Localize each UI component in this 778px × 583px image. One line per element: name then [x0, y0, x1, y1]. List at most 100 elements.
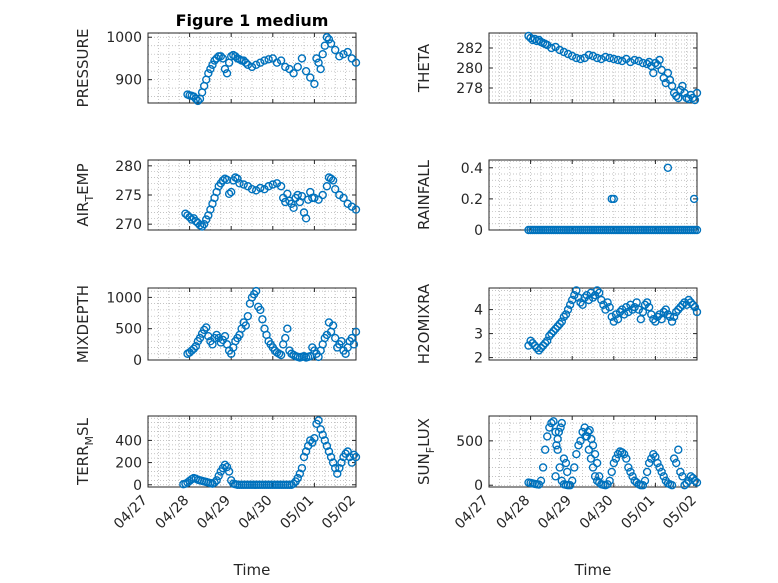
- theta-point: [655, 55, 664, 65]
- h2omixra-point: [682, 300, 691, 309]
- h2omixra-ytick-label: 2: [474, 351, 483, 367]
- pressure-point: [191, 94, 201, 103]
- air-temp-point: [185, 212, 194, 222]
- sun-flux-point: [536, 476, 546, 485]
- theta-point: [605, 53, 614, 63]
- sun-flux-point: [674, 445, 683, 454]
- air-temp-point: [276, 182, 286, 191]
- theta-point: [653, 60, 662, 70]
- air-temp-point: [289, 203, 298, 213]
- sun-flux-point: [572, 449, 581, 459]
- sun-flux-point: [667, 481, 677, 490]
- air-temp-point: [239, 180, 248, 189]
- theta-point: [592, 53, 602, 63]
- air-temp-point: [222, 175, 232, 185]
- sun-flux-point: [611, 454, 621, 463]
- axes-theta: 278 280 282 THETA: [415, 31, 702, 105]
- rainfall-point: [689, 194, 699, 204]
- terr-msl-point: [289, 479, 298, 488]
- rainfall-point: [663, 163, 673, 172]
- sun-flux-point: [553, 445, 562, 454]
- h2omixra-point: [536, 343, 546, 353]
- h2omixra-point: [657, 315, 666, 324]
- h2omixra-point: [692, 307, 702, 317]
- terr-msl-xlabel: Time: [233, 561, 271, 579]
- sun-flux-point: [607, 467, 616, 477]
- pressure-axes-box: [147, 32, 357, 104]
- h2omixra-axes-border: [488, 287, 698, 361]
- pressure-point: [343, 47, 352, 57]
- terr-msl-point: [224, 467, 234, 476]
- terr-msl-ytick-label: 200: [115, 456, 142, 472]
- pressure-point: [241, 58, 250, 67]
- h2omixra-point: [624, 307, 633, 317]
- h2omixra-point: [678, 300, 687, 309]
- terr-msl-ytick-label: 400: [115, 433, 142, 449]
- terr-msl-point: [301, 447, 311, 456]
- axes-mixdepth: 0 500 1000 MIXDEPTH: [74, 285, 361, 369]
- h2omixra-point: [555, 319, 564, 329]
- mixdepth-series: [183, 286, 361, 362]
- mixdepth-point: [189, 344, 198, 353]
- sun-flux-point: [680, 481, 689, 490]
- theta-point: [609, 54, 618, 64]
- mixdepth-point: [199, 325, 209, 335]
- sun-flux-point: [659, 472, 668, 481]
- pressure-point: [351, 58, 361, 67]
- air-temp-point: [301, 214, 311, 223]
- air-temp-point: [224, 189, 234, 199]
- pressure-point: [322, 33, 332, 42]
- sun-flux-ylabel: SUNFLUX: [415, 418, 437, 485]
- air-temp-point: [351, 205, 361, 214]
- mixdepth-ylabel: MIXDEPTH: [74, 285, 92, 363]
- sun-flux-point: [540, 445, 550, 454]
- mixdepth-ytick-label: 500: [115, 322, 142, 338]
- h2omixra-point: [570, 291, 579, 300]
- terr-msl-ylabel: TERRMSL: [74, 417, 96, 486]
- sun-flux-point: [568, 476, 577, 485]
- air-temp-ytick-label: 280: [115, 159, 142, 175]
- mixdepth-point: [202, 323, 211, 332]
- h2omixra-point: [615, 307, 625, 317]
- sun-flux-point: [590, 472, 600, 481]
- theta-point: [642, 59, 652, 69]
- h2omixra-point: [565, 300, 575, 309]
- sun-flux-point: [620, 449, 629, 459]
- sun-flux-point: [655, 463, 664, 472]
- sun-flux-point: [609, 458, 618, 468]
- theta-axes-box: [488, 32, 698, 104]
- terr-msl-point: [222, 462, 232, 472]
- pressure-point: [326, 39, 336, 48]
- h2omixra-point: [547, 329, 556, 338]
- rainfall-ytick-label: 0: [474, 223, 483, 239]
- h2omixra-point: [538, 341, 548, 350]
- pressure-point: [220, 64, 230, 74]
- air-temp-point: [199, 219, 209, 229]
- pressure-point: [289, 69, 298, 78]
- h2omixra-point: [655, 310, 664, 319]
- rainfall-ylabel: RAINFALL: [415, 159, 433, 230]
- h2omixra-point: [551, 324, 560, 333]
- sun-flux-point: [563, 467, 572, 477]
- sun-flux-point: [545, 423, 554, 432]
- rainfall-ytick-label: 0.2: [461, 192, 483, 208]
- h2omixra-point: [545, 331, 554, 341]
- sun-flux-point: [585, 426, 594, 435]
- h2omixra-point: [549, 327, 558, 336]
- rainfall-axes-box: [488, 159, 698, 231]
- sun-flux-point: [588, 441, 598, 450]
- air-temp-point: [314, 195, 323, 204]
- h2omixra-point: [561, 310, 571, 319]
- sun-flux-point: [538, 463, 548, 472]
- h2omixra-point: [580, 293, 589, 302]
- mixdepth-ytick-label: 0: [133, 353, 142, 369]
- terr-msl-point: [295, 469, 305, 478]
- rainfall-series: [524, 163, 702, 235]
- h2omixra-point: [553, 322, 562, 331]
- sun-flux-point: [647, 454, 656, 463]
- h2omixra-point: [649, 315, 658, 324]
- h2omixra-point: [644, 303, 654, 312]
- pressure-point: [251, 60, 261, 70]
- h2omixra-series: [524, 286, 702, 355]
- h2omixra-point: [613, 315, 623, 324]
